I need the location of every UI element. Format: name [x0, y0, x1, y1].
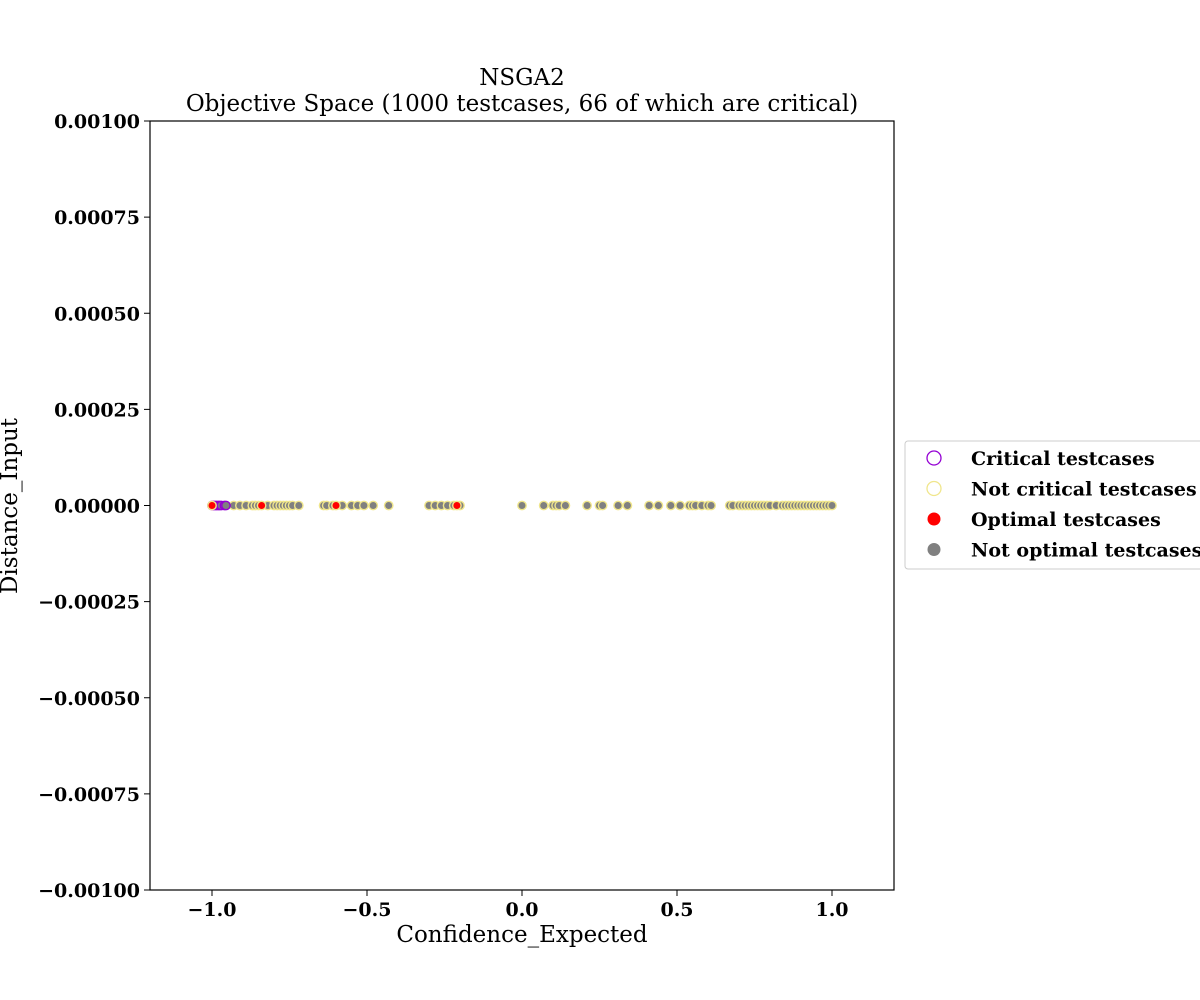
- x-axis-label: Confidence_Expected: [396, 922, 648, 948]
- plot-area: [149, 120, 895, 891]
- not-critical-testcases-point: [597, 500, 608, 511]
- y-tick-label: −0.00075: [38, 784, 140, 806]
- y-tick-label: 0.00075: [54, 207, 140, 229]
- not-critical-testcases-point: [706, 500, 716, 511]
- not-critical-testcases-point: [622, 500, 633, 511]
- legend-marker: [927, 512, 941, 526]
- not-critical-testcases-point: [613, 500, 623, 511]
- not-critical-testcases-point: [358, 500, 369, 511]
- y-tick-label: −0.00100: [38, 880, 140, 902]
- x-tick-label: 1.0: [815, 899, 848, 921]
- y-tick-label: 0.00025: [54, 399, 140, 421]
- not-critical-testcases-point: [293, 500, 304, 511]
- legend: Critical testcases Not critical testcases…: [904, 440, 1200, 570]
- points-layer: [207, 500, 837, 511]
- x-tick-label: −0.5: [343, 899, 392, 921]
- legend-label: Critical testcases: [971, 448, 1155, 470]
- y-axis-label: Distance_Input: [0, 417, 23, 594]
- legend-marker: [927, 543, 941, 556]
- y-tick-label: 0.00050: [54, 303, 140, 325]
- y-tick-label: 0.00100: [54, 111, 140, 133]
- chart-title: NSGA2: [479, 65, 565, 91]
- not-critical-testcases-point: [582, 500, 592, 511]
- legend-label: Not optimal testcases: [971, 540, 1200, 562]
- not-critical-testcases-point: [560, 500, 571, 511]
- optimal-testcases-point: [331, 500, 341, 511]
- x-tick-label: 0.0: [505, 899, 538, 921]
- not-critical-testcases-point: [675, 500, 685, 511]
- legend-marker: [926, 480, 942, 497]
- not-critical-testcases-point: [383, 500, 394, 511]
- y-tick-label: 0.00000: [54, 496, 140, 518]
- not-critical-testcases-point: [368, 500, 379, 511]
- not-critical-testcases-point: [665, 500, 676, 511]
- critical-testcases-point: [221, 500, 231, 511]
- x-tick-label: −1.0: [188, 899, 237, 921]
- not-critical-testcases-point: [644, 500, 654, 511]
- optimal-testcases-point: [256, 500, 267, 511]
- y-tick-label: −0.00025: [38, 592, 140, 614]
- x-tick-label: 0.5: [660, 899, 693, 921]
- optimal-testcases-point: [207, 500, 217, 511]
- legend-marker: [926, 450, 942, 466]
- y-tick-label: −0.00050: [38, 688, 140, 710]
- not-critical-testcases-point: [653, 500, 664, 511]
- not-critical-testcases-point: [538, 500, 549, 511]
- legend-label: Optimal testcases: [971, 509, 1161, 531]
- legend-label: Not critical testcases: [971, 479, 1197, 501]
- optimal-testcases-point: [451, 500, 462, 511]
- x-axis-ticks: −1.0 −0.5 0.0 0.5 1.0: [188, 890, 849, 921]
- not-critical-testcases-point: [827, 500, 837, 511]
- legend-frame: [904, 440, 1200, 570]
- not-critical-testcases-point: [517, 500, 527, 511]
- chart-subtitle: Objective Space (1000 testcases, 66 of w…: [186, 91, 858, 117]
- y-axis-ticks: 0.00100 0.00075 0.00050 0.00025 0.00000 −0.00…: [38, 111, 150, 902]
